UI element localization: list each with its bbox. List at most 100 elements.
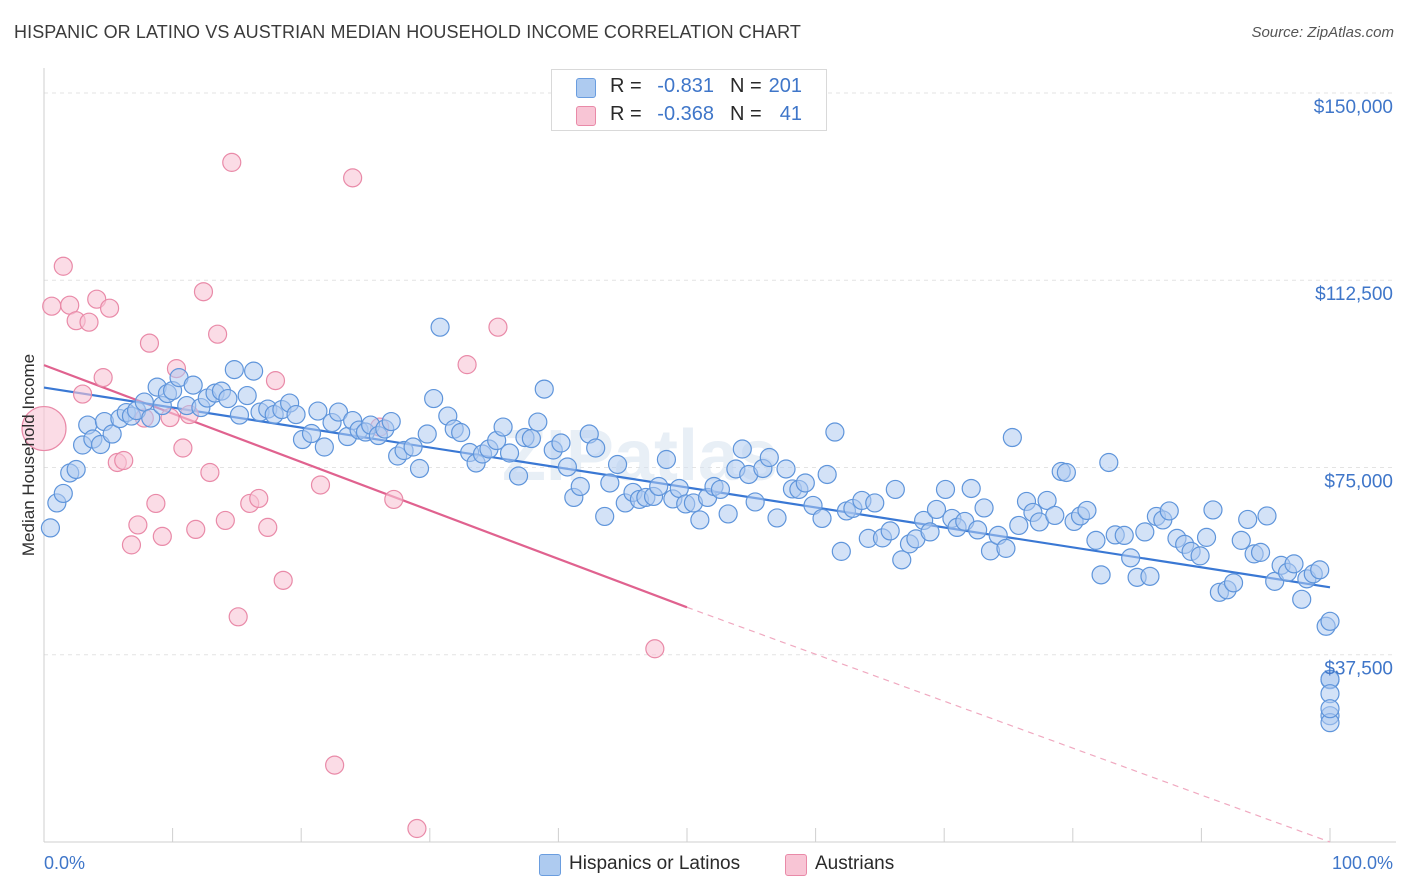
y-tick-labels: $37,500 $75,000 $112,500 $150,000 — [1314, 97, 1393, 680]
hispanics-point — [745, 492, 765, 512]
hispanics-point — [1257, 506, 1277, 526]
y-tick-label: $112,500 — [1315, 284, 1393, 305]
series-label-hispanics: Hispanics or Latinos — [569, 853, 741, 874]
hispanics-point — [508, 466, 529, 486]
hispanics-point — [1159, 501, 1179, 521]
legend-swatch-hispanics — [576, 78, 596, 98]
hispanics-point — [1231, 530, 1251, 550]
austrians-point — [121, 535, 142, 555]
hispanics-point — [795, 473, 815, 493]
legend-n-label: N = — [730, 103, 762, 125]
series-label-austrians: Austrians — [815, 853, 895, 874]
legend-r-label: R = — [610, 103, 642, 125]
correlation-legend: R = -0.831 N = 201 R = -0.368 N = 41 — [551, 69, 827, 131]
hispanics-point — [926, 499, 947, 520]
hispanics-point — [1250, 542, 1271, 562]
hispanics-point — [493, 417, 513, 437]
y-tick-label: $75,000 — [1324, 471, 1393, 492]
hispanics-point — [961, 478, 981, 499]
hispanics-point — [224, 360, 244, 380]
legend-n-value: 201 — [768, 75, 802, 97]
hispanics-point — [817, 464, 837, 485]
hispanics-point — [1135, 522, 1155, 542]
austrians-point — [249, 488, 269, 509]
hispanics-point — [141, 408, 161, 428]
austrians-point — [79, 312, 99, 332]
hispanics-point — [1223, 573, 1244, 593]
hispanics-point — [767, 508, 787, 528]
hispanics-point — [1037, 490, 1057, 511]
austrians-point — [93, 368, 113, 388]
austrians-point — [173, 438, 193, 458]
hispanics-point — [229, 405, 250, 425]
hispanics-point — [718, 504, 738, 524]
austrians-point — [343, 168, 363, 188]
austrians-point — [325, 755, 345, 775]
legend-r-value: -0.831 — [657, 75, 714, 97]
hispanics-point — [1114, 525, 1134, 546]
x-tick-labels: 0.0% 100.0% — [44, 853, 1393, 873]
hispanics-point — [417, 424, 437, 444]
austrians-point — [128, 515, 148, 535]
austrians-point — [146, 493, 166, 514]
hispanics-point — [1045, 505, 1065, 526]
hispanics-point — [1002, 427, 1022, 448]
hispanics-point — [557, 457, 578, 477]
hispanics-point — [328, 402, 349, 422]
hispanics-point — [968, 520, 988, 540]
austrians-point — [99, 298, 120, 318]
austrians-point — [21, 405, 67, 452]
hispanics-point — [831, 541, 851, 561]
hispanics-point — [803, 495, 823, 516]
hispanics-point — [1284, 554, 1304, 574]
hispanics-point — [40, 518, 61, 538]
hispanics-point — [935, 479, 956, 500]
hispanics-point — [996, 538, 1016, 558]
austrians-point — [273, 570, 293, 590]
hispanics-point — [1320, 611, 1340, 631]
hispanics-point — [244, 361, 264, 381]
austrians-point — [139, 333, 160, 353]
hispanics-point — [1086, 530, 1106, 550]
hispanics-point — [308, 401, 328, 421]
hispanics-point — [409, 458, 430, 479]
austrians-point — [258, 517, 278, 538]
hispanics-point — [1140, 566, 1160, 586]
hispanics-point — [710, 479, 731, 500]
hispanics-point — [1238, 509, 1258, 530]
austrians-point — [222, 152, 242, 172]
hispanics-point — [314, 437, 334, 457]
hispanics-point — [649, 476, 669, 497]
x-tick-label-min: 0.0% — [44, 853, 85, 873]
hispanics-point — [286, 404, 306, 425]
austrians-point — [645, 639, 665, 659]
y-tick-label: $37,500 — [1324, 659, 1393, 680]
hispanics-point — [1077, 500, 1097, 521]
hispanics-point — [586, 438, 606, 458]
hispanics-point — [595, 506, 615, 527]
austrians-point — [265, 371, 286, 391]
legend-r-label: R = — [610, 75, 642, 97]
hispanics-point — [499, 443, 520, 463]
hispanics-point — [183, 375, 203, 395]
austrians-point — [310, 475, 331, 495]
hispanics-point — [880, 521, 900, 541]
hispanics-point — [690, 510, 710, 530]
hispanics-point — [1099, 452, 1119, 473]
hispanics-point — [656, 449, 677, 470]
hispanics-point — [521, 428, 541, 449]
hispanics-point — [451, 422, 471, 443]
hispanics-point — [1009, 515, 1029, 536]
hispanics-point — [974, 498, 994, 518]
hispanics-point — [134, 392, 154, 412]
hispanics-point — [892, 550, 912, 570]
austrians-point — [186, 519, 206, 540]
austrians-point — [42, 296, 62, 316]
hispanics-point — [534, 379, 554, 399]
hispanics-point — [1196, 527, 1217, 547]
austrians-points — [21, 152, 665, 839]
hispanics-point — [528, 412, 548, 432]
series-swatch-austrians — [785, 854, 807, 876]
legend-n-value: 41 — [779, 103, 802, 125]
